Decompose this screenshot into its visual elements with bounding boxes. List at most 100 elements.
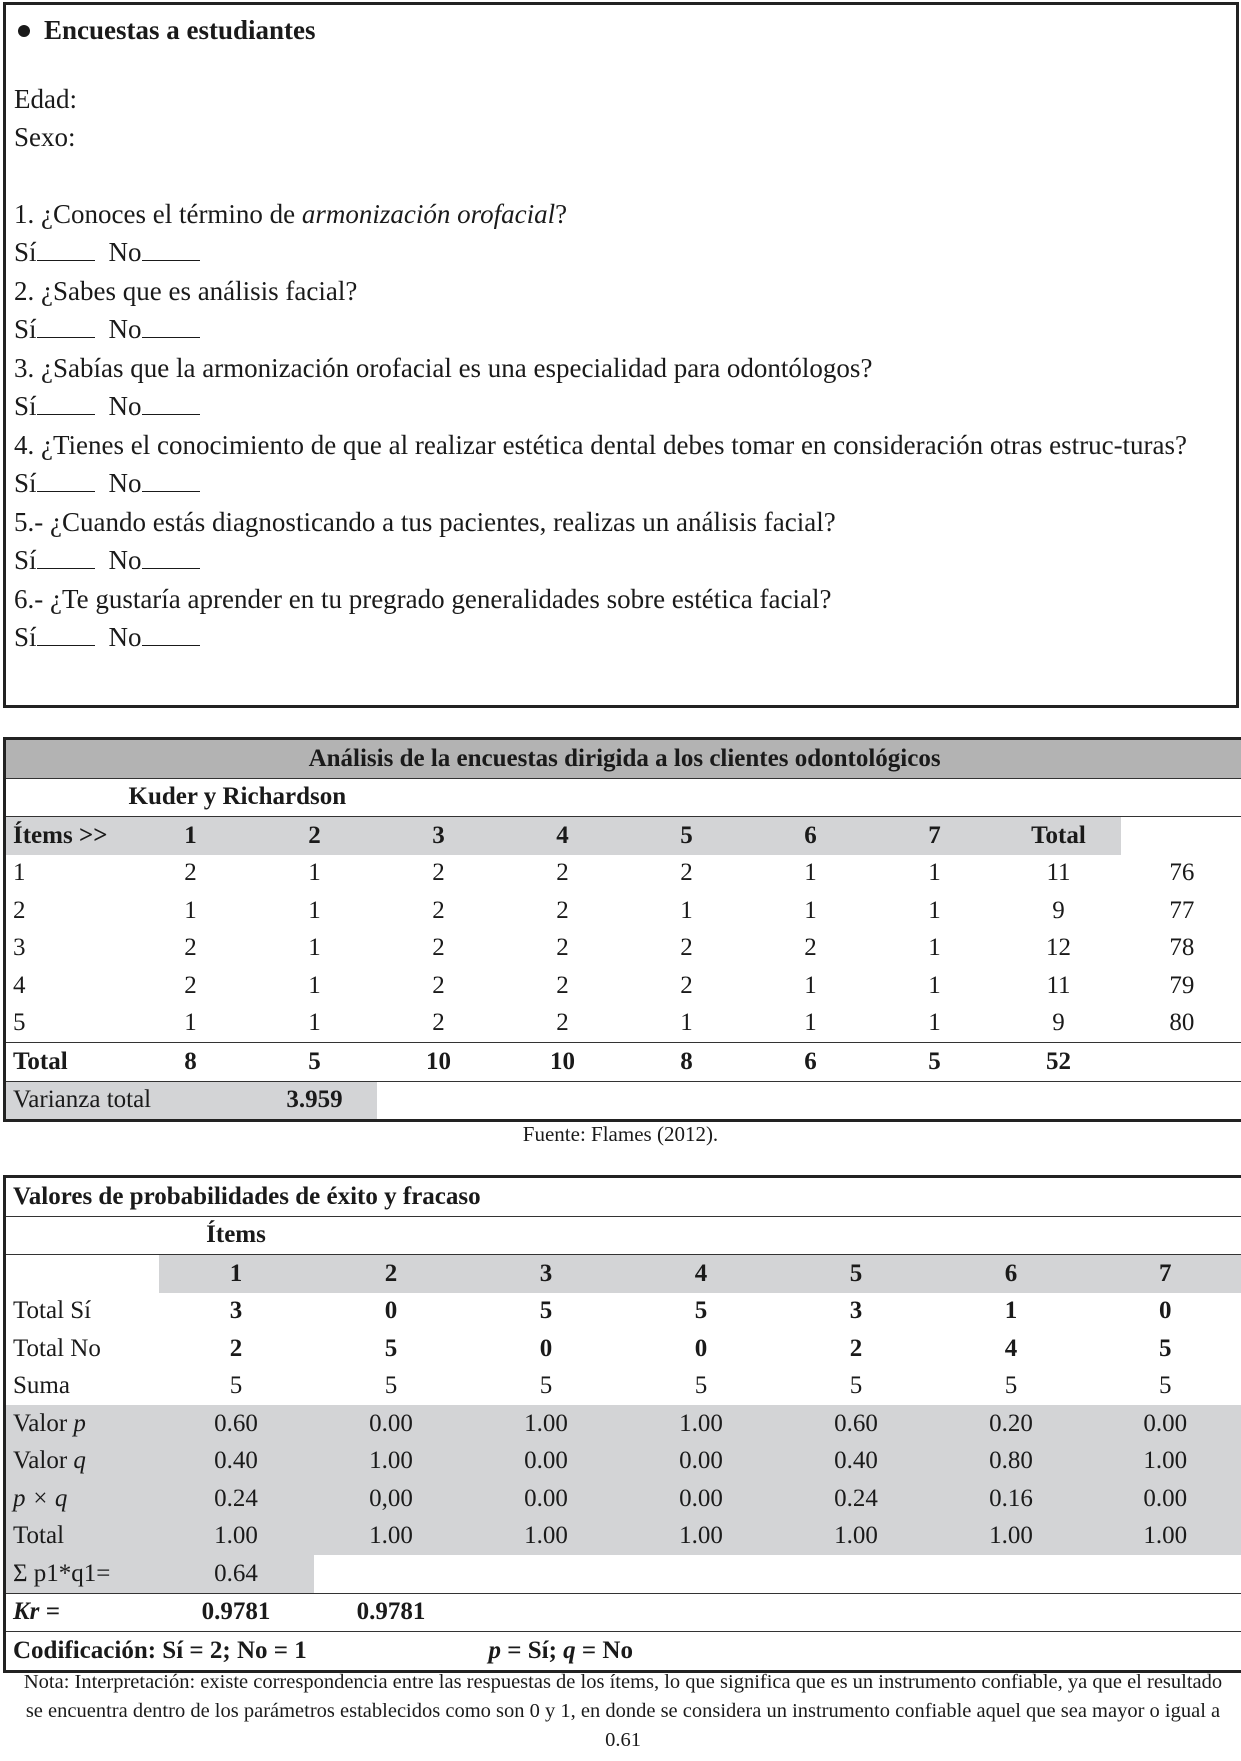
- answer-options: Sí No: [14, 233, 1228, 272]
- no-blank[interactable]: [141, 471, 200, 492]
- table-cell: 80: [1169, 1009, 1195, 1037]
- table-cell: 2: [432, 934, 445, 962]
- table-cell: 0: [539, 1334, 553, 1362]
- table-cell: 1.00: [1088, 1442, 1241, 1480]
- table-row: Total 1.00 1.00 1.00 1.00 1.00 1.00 1.00: [4, 1517, 1241, 1555]
- table-cell: 2: [849, 1334, 863, 1362]
- column-header: 2: [313, 1254, 469, 1293]
- table-cell: 0.16: [933, 1480, 1089, 1518]
- table-cell: 3: [229, 1297, 243, 1325]
- row-label: p × q: [4, 1480, 159, 1518]
- total-cell: 10: [426, 1047, 451, 1075]
- table-cell: 0.60: [158, 1405, 314, 1443]
- table-cell: 2: [432, 971, 445, 999]
- table-cell: 1: [308, 934, 321, 962]
- table-cell: 1: [1004, 1297, 1018, 1325]
- source-caption: Fuente: Flames (2012).: [522, 1122, 719, 1146]
- table-cell: 1.00: [313, 1442, 469, 1480]
- table-cell: 79: [1169, 971, 1195, 999]
- table-cell: 1: [928, 859, 941, 887]
- table-cell: 0.24: [778, 1480, 934, 1518]
- table-cell: 3: [849, 1297, 863, 1325]
- table-cell: 12: [1046, 934, 1071, 962]
- survey-question: 6.- ¿Te gustaría aprender en tu pregrado…: [14, 583, 832, 614]
- no-blank[interactable]: [141, 240, 200, 261]
- table-row: 3 2 1 2 2 2 2 1 12 78: [5, 930, 1241, 968]
- yes-blank[interactable]: [36, 317, 95, 338]
- yes-blank[interactable]: [36, 240, 95, 261]
- table-cell: 1.00: [158, 1517, 314, 1555]
- total-cell: 6: [804, 1047, 817, 1075]
- student-survey: Encuestas a estudiantes Edad: Sexo: 1. ¿…: [3, 2, 1239, 708]
- table-row: 5 1 1 2 2 1 1 1 9 80: [5, 1005, 1241, 1043]
- table-cell: 5: [1004, 1372, 1018, 1400]
- no-blank[interactable]: [141, 548, 200, 569]
- table-cell: 5: [694, 1372, 708, 1400]
- table-cell: 2: [680, 971, 693, 999]
- survey-question: 3. ¿Sabías que la armonización orofacial…: [14, 352, 873, 383]
- table-cell: 1: [928, 934, 941, 962]
- no-blank[interactable]: [141, 317, 200, 338]
- table-cell: 78: [1169, 934, 1195, 962]
- table-cell: 1: [928, 1009, 941, 1037]
- interpretation-note: Nota: Interpretación: existe corresponde…: [23, 1671, 1223, 1751]
- table-cell: 5: [849, 1372, 863, 1400]
- table-cell: 2: [184, 971, 197, 999]
- total-cell: 5: [308, 1047, 321, 1075]
- answer-options: Sí No: [14, 387, 1228, 426]
- table-cell: 2: [680, 859, 693, 887]
- table-cell: 0.00: [468, 1442, 624, 1480]
- no-blank[interactable]: [141, 625, 200, 646]
- column-header: 5: [778, 1254, 934, 1293]
- survey-heading: Encuestas a estudiantes: [14, 11, 1228, 50]
- yes-blank[interactable]: [36, 625, 95, 646]
- table-cell: 2: [680, 934, 693, 962]
- table-cell: 11: [1046, 971, 1071, 999]
- table-cell: 2: [229, 1334, 243, 1362]
- table-row: Suma 5 5 5 5 5 5 5: [5, 1368, 1241, 1406]
- table-row: Total Sí 3 0 5 5 3 1 0: [5, 1293, 1241, 1331]
- table-cell: 0: [1159, 1297, 1172, 1325]
- table1-title: Análisis de la encuestas dirigida a los …: [4, 738, 1241, 778]
- answer-options: Sí No: [14, 310, 1228, 349]
- table-cell: 4: [13, 971, 26, 999]
- table-cell: 77: [1169, 896, 1195, 924]
- column-header: 6: [933, 1254, 1089, 1293]
- table-cell: 0,00: [313, 1480, 469, 1518]
- table-cell: 5: [694, 1297, 708, 1325]
- table-cell: 5: [1159, 1372, 1172, 1400]
- table-cell: 2: [432, 859, 445, 887]
- probability-table: Valores de probabilidades de éxito y fra…: [3, 1175, 1241, 1673]
- table2-title: Valores de probabilidades de éxito y fra…: [13, 1182, 481, 1210]
- table-cell: 0.00: [623, 1480, 779, 1518]
- column-header: 2: [252, 816, 377, 855]
- table-cell: 5: [13, 1009, 26, 1037]
- table-cell: 2: [556, 1009, 569, 1037]
- table-cell: 0: [694, 1334, 708, 1362]
- table-cell: 0.40: [158, 1442, 314, 1480]
- no-blank[interactable]: [141, 394, 200, 415]
- total-cell: 52: [1046, 1047, 1071, 1075]
- table-cell: 5: [539, 1297, 553, 1325]
- table-cell: 1.00: [778, 1517, 934, 1555]
- table1-subtitle: Kuder y Richardson: [128, 783, 347, 811]
- table-cell: 0.24: [158, 1480, 314, 1518]
- kr-label: Kr =: [13, 1598, 60, 1626]
- table-cell: 5: [229, 1372, 243, 1400]
- pq-legend: p = Sí; q = No: [488, 1636, 633, 1664]
- column-header: 5: [624, 816, 749, 855]
- row-label: Valor q: [4, 1442, 159, 1480]
- table-cell: 2: [432, 1009, 445, 1037]
- yes-blank[interactable]: [36, 548, 95, 569]
- table-row: 2 1 1 2 2 1 1 1 9 77: [5, 892, 1241, 930]
- table-cell: 1: [308, 1009, 321, 1037]
- table-cell: 1: [184, 1009, 197, 1037]
- table-cell: 76: [1169, 859, 1195, 887]
- table-cell: 1: [308, 971, 321, 999]
- table-cell: 1.00: [468, 1405, 624, 1443]
- yes-blank[interactable]: [36, 471, 95, 492]
- table-cell: 5: [384, 1372, 398, 1400]
- answer-options: Sí No: [14, 464, 1228, 503]
- yes-blank[interactable]: [36, 394, 95, 415]
- variance-value: 3.959: [252, 1081, 377, 1121]
